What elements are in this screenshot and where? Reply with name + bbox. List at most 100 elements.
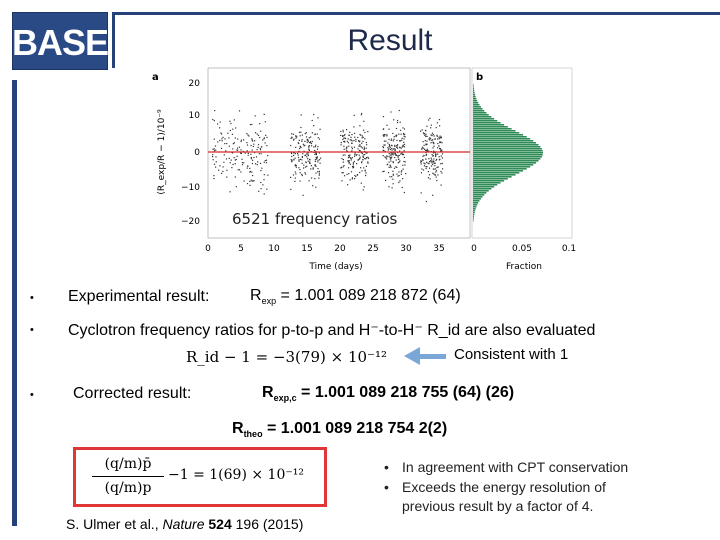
histogram-bar [473,110,485,112]
scatter-point [403,156,405,158]
scatter-point [220,147,223,149]
scatter-point [221,140,223,142]
scatter-point [365,152,367,154]
scatter-point [389,144,391,146]
scatter-point [396,145,398,147]
scatter-point [432,141,434,143]
scatter-point [398,181,400,184]
histogram-bar [473,202,479,204]
x-tick-label: 10 [268,244,280,254]
scatter-point [402,127,404,129]
scatter-point [425,154,427,156]
scatter-point [353,160,355,163]
scatter-point [394,144,396,146]
scatter-point [391,187,393,189]
scatter-point [250,153,252,155]
scatter-point [342,172,344,174]
scatter-point [422,169,425,171]
scatter-point [437,138,439,140]
scatter-point [243,162,245,164]
experimental-result-label: Experimental result: [68,288,210,305]
scatter-point [439,125,441,127]
scatter-point [293,152,295,154]
header-rule [112,12,720,68]
scatter-point [247,134,249,136]
scatter-point [395,135,397,138]
scatter-point [341,158,343,160]
scatter-point [299,145,302,147]
scatter-point [425,135,427,137]
scatter-point [266,188,268,190]
scatter-point [256,133,258,135]
scatter-point [346,140,348,142]
scatter-point [390,111,392,113]
scatter-point [316,157,318,159]
scatter-point [232,152,234,154]
scatter-point [307,152,309,154]
arrow-shaft [418,354,446,359]
scatter-point [301,159,303,161]
scatter-point [242,150,244,152]
scatter-point [295,135,297,137]
histogram-bar [473,114,489,116]
scatter-point [383,133,385,136]
scatter-point [316,148,319,150]
histogram-bar [473,158,541,160]
scatter-point [389,156,391,158]
scatter-point [252,174,254,177]
scatter-point [385,157,387,159]
scatter-point [361,147,363,149]
scatter-point [212,154,214,156]
scatter-point [354,174,356,177]
histogram-bar [473,182,501,184]
scatter-point [317,161,319,163]
scatter-point [401,186,403,189]
experimental-number: = 1.001 089 218 872 (64) [276,287,461,304]
scatter-point [355,138,357,140]
scatter-point [397,175,399,177]
scatter-point [383,140,385,142]
histogram-bar [473,84,474,86]
scatter-point [396,122,399,124]
scatter-point [362,189,364,191]
scatter-point [430,157,432,159]
scatter-point [318,172,320,174]
scatter-point [392,152,394,154]
scatter-point [431,162,433,164]
scatter-point [344,175,346,177]
histogram-bar [473,152,543,154]
scatter-point [314,178,316,180]
scatter-point [303,145,305,147]
scatter-point [396,139,398,141]
scatter-point [359,133,361,136]
histogram-bar [473,206,477,208]
scatter-point [251,180,253,182]
scatter-point [355,154,357,156]
scatter-point [235,158,237,161]
scatter-point [434,174,436,176]
scatter-point [310,165,312,167]
scatter-point [389,146,391,148]
scatter-point [235,186,237,188]
scatter-point [300,146,302,149]
scatter-point [356,163,358,165]
citation-authors: S. Ulmer et al., [66,516,163,532]
scatter-point [308,137,310,139]
cyclotron-ratio-text: Cyclotron frequency ratios for p-to-p an… [68,322,596,339]
scatter-point [441,172,443,174]
scatter-point [401,153,403,155]
scatter-point [391,176,393,178]
scatter-point [421,146,423,148]
scatter-point [348,162,350,164]
scatter-point [258,153,260,155]
scatter-point [235,127,237,129]
scatter-point [391,149,393,151]
scatter-point [222,166,224,168]
scatter-point [425,166,427,168]
scatter-point [359,158,361,160]
histogram-bar [473,166,531,168]
scatter-point [318,174,320,176]
scatter-point [341,180,343,182]
scatter-point [427,162,429,164]
scatter-point [263,179,265,181]
